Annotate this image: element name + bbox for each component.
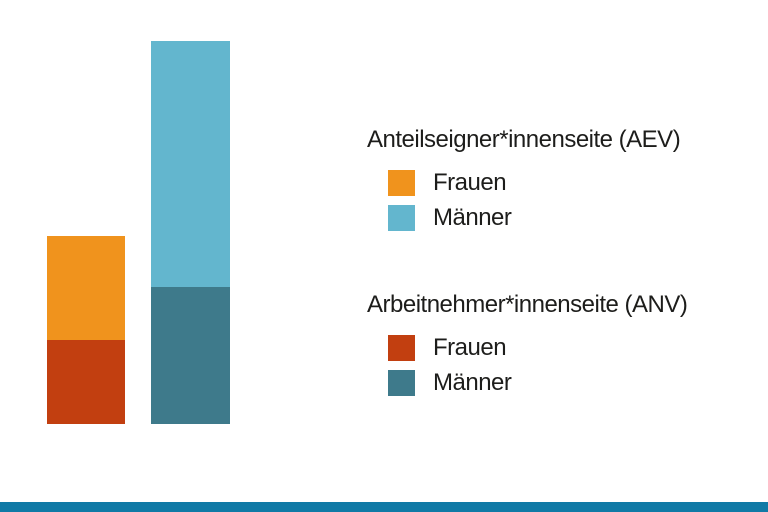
legend-row-aev-maenner: Männer bbox=[388, 205, 680, 231]
bottom-accent-strip bbox=[0, 502, 768, 512]
segment-anv-frauen bbox=[47, 340, 125, 424]
legend-label-aev-maenner: Männer bbox=[433, 204, 512, 231]
swatch-anv-frauen bbox=[388, 335, 415, 361]
segment-aev-maenner bbox=[151, 41, 230, 287]
legend-row-anv-frauen: Frauen bbox=[388, 335, 687, 361]
segment-anv-maenner bbox=[151, 287, 230, 424]
legend-group-anv: Arbeitnehmer*innenseite (ANV) Frauen Män… bbox=[367, 291, 688, 405]
legend-label-anv-frauen: Frauen bbox=[433, 334, 507, 361]
legend-row-anv-maenner: Männer bbox=[388, 370, 687, 396]
stacked-bar-chart bbox=[0, 0, 360, 424]
legend-row-aev-frauen: Frauen bbox=[388, 170, 680, 196]
segment-aev-frauen bbox=[47, 236, 125, 340]
bar-maenner bbox=[151, 41, 230, 424]
swatch-anv-maenner bbox=[388, 370, 415, 396]
legend-label-anv-maenner: Männer bbox=[433, 369, 512, 396]
legend-group-aev: Anteilseigner*innenseite (AEV) Frauen Mä… bbox=[367, 126, 681, 240]
bar-frauen bbox=[47, 236, 125, 424]
swatch-aev-frauen bbox=[388, 170, 415, 196]
legend-label-aev-frauen: Frauen bbox=[433, 169, 507, 196]
legend-title-aev: Anteilseigner*innenseite (AEV) bbox=[367, 126, 681, 153]
legend-title-anv: Arbeitnehmer*innenseite (ANV) bbox=[367, 291, 688, 318]
swatch-aev-maenner bbox=[388, 205, 415, 231]
